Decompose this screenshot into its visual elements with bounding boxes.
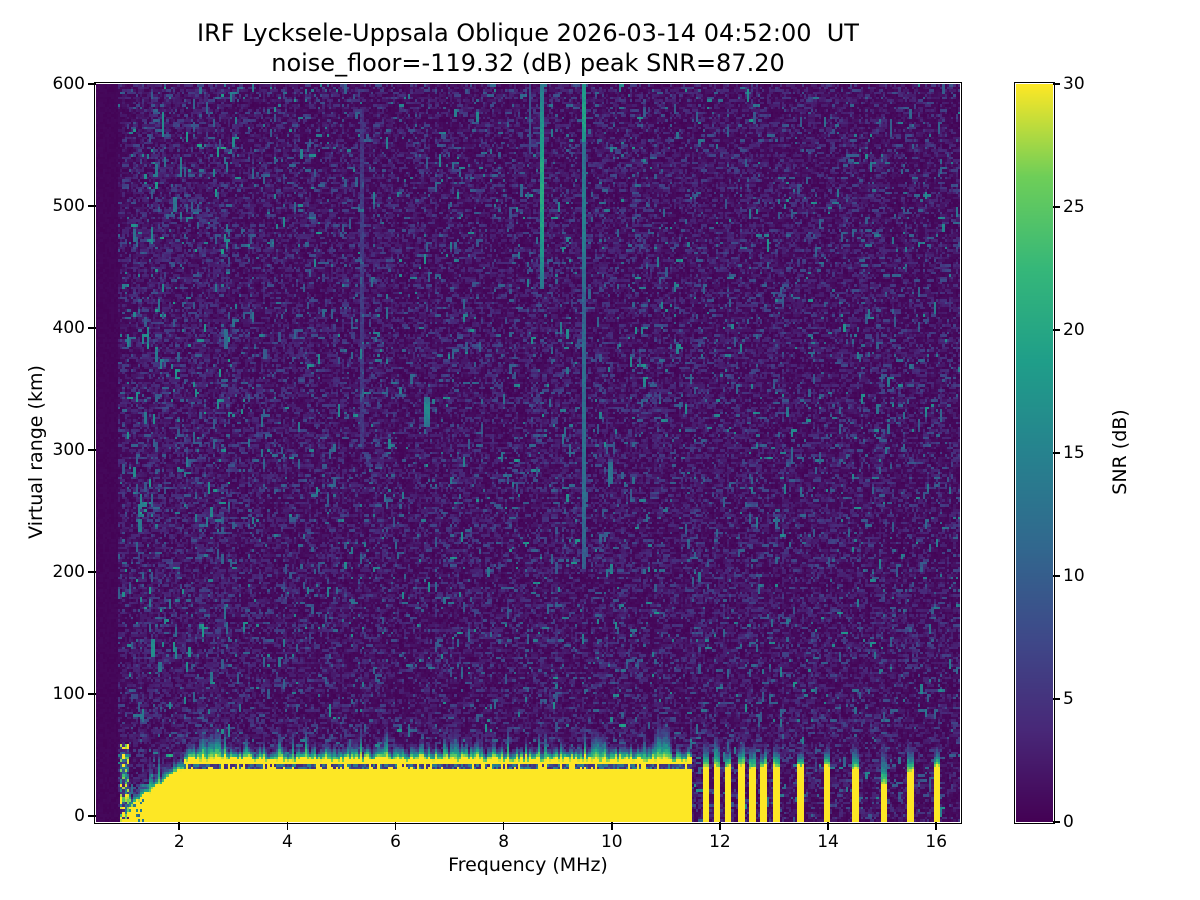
chart-title: IRF Lycksele-Uppsala Oblique 2026-03-14 … [197, 19, 859, 47]
y-tick-label: 200 [52, 561, 85, 582]
x-tick-mark [394, 822, 397, 830]
colorbar-tick-mark [1053, 206, 1060, 208]
ionogram-heatmap [96, 84, 960, 822]
y-tick-mark [88, 449, 96, 451]
colorbar-tick-label: 15 [1063, 443, 1085, 463]
chart-subtitle: noise_floor=-119.32 (dB) peak SNR=87.20 [271, 49, 785, 77]
x-tick-mark [935, 822, 937, 830]
colorbar-tick-mark [1053, 821, 1060, 823]
x-tick-label: 2 [173, 832, 185, 852]
colorbar-label: SNR (dB) [1109, 409, 1131, 495]
y-tick-mark [88, 205, 96, 207]
colorbar-tick-label: 10 [1063, 566, 1085, 586]
x-tick-mark [827, 822, 829, 830]
y-tick-label: 400 [52, 317, 85, 338]
y-tick-label: 100 [52, 683, 85, 704]
colorbar-tick-mark [1053, 698, 1060, 700]
colorbar-tick-label: 20 [1063, 320, 1085, 340]
x-tick-label: 6 [390, 832, 401, 852]
x-tick-mark [178, 822, 181, 830]
x-tick-label: 8 [498, 832, 510, 852]
y-tick-label: 300 [52, 439, 85, 460]
colorbar-gradient [1016, 84, 1053, 822]
y-tick-mark [88, 327, 96, 329]
y-tick-mark [88, 83, 96, 85]
x-tick-mark [286, 822, 289, 830]
x-tick-label: 4 [281, 832, 293, 852]
x-tick-label: 16 [925, 832, 948, 852]
x-tick-mark [502, 822, 505, 830]
colorbar-tick-label: 5 [1063, 689, 1074, 709]
y-tick-label: 500 [52, 195, 85, 216]
colorbar-tick-mark [1053, 575, 1060, 577]
y-tick-mark [88, 693, 96, 695]
y-tick-label: 600 [52, 74, 85, 94]
x-axis-label: Frequency (MHz) [448, 854, 608, 876]
colorbar-tick-mark [1053, 329, 1060, 331]
colorbar-tick-label: 25 [1063, 197, 1085, 217]
colorbar-tick-mark [1053, 83, 1060, 85]
y-tick-mark [88, 571, 96, 573]
x-tick-label: 14 [817, 832, 839, 852]
y-tick-label: 0 [74, 805, 85, 826]
colorbar-tick-label: 0 [1063, 812, 1074, 832]
colorbar-tick-mark [1053, 452, 1060, 454]
y-tick-mark [88, 815, 96, 817]
x-tick-label: 12 [709, 832, 731, 852]
colorbar-tick-label: 30 [1063, 74, 1085, 94]
x-tick-label: 10 [600, 832, 623, 852]
x-tick-mark [611, 822, 613, 830]
x-tick-mark [719, 822, 721, 830]
